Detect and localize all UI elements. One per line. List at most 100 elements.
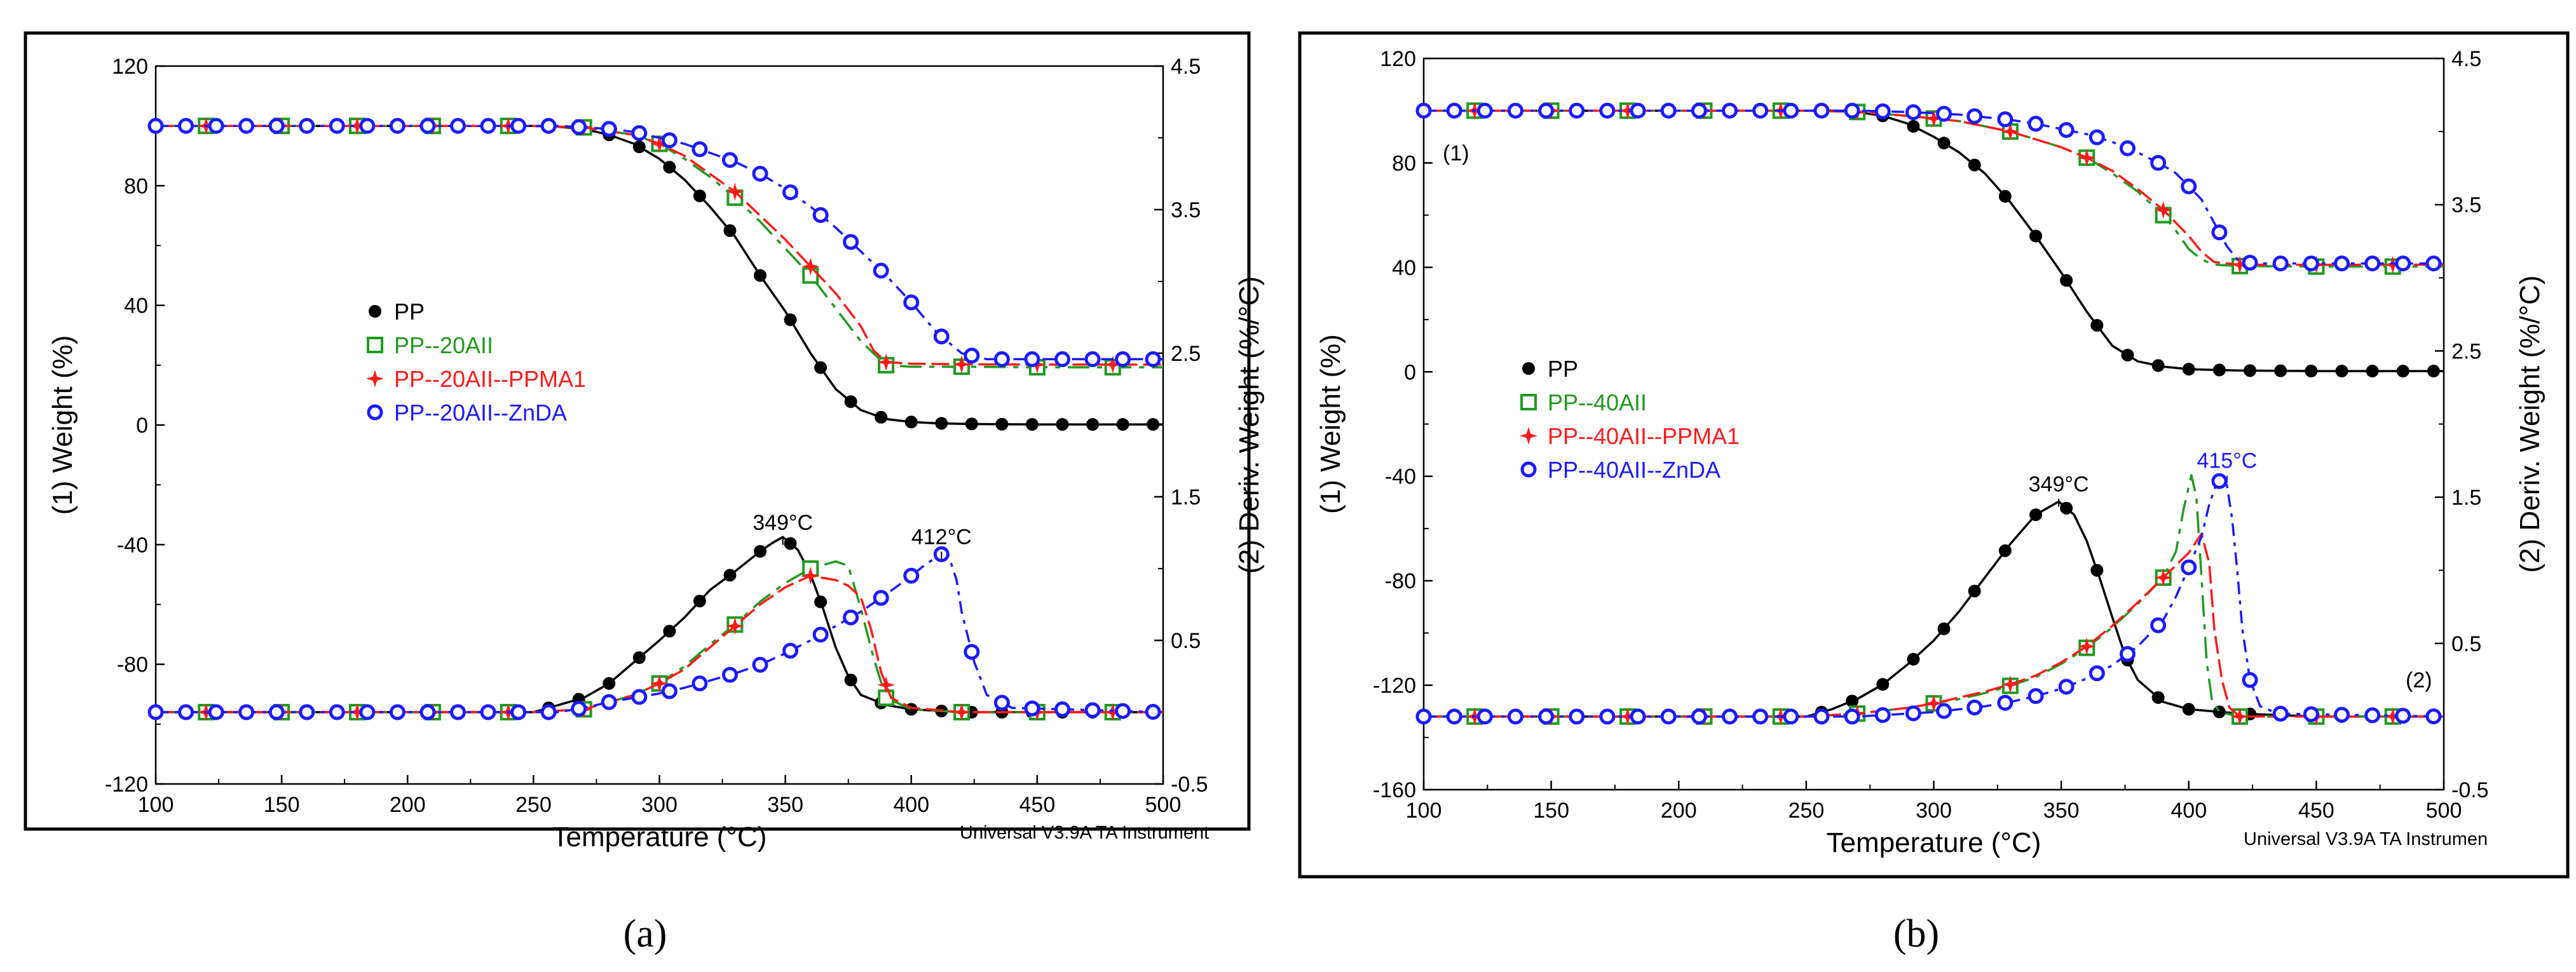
- y2-tick-label: 3.5: [2451, 193, 2481, 217]
- chart-panel-a: 100 150 200 250 300 350 400 450 500 -120 -80 -40 0 40…: [24, 31, 1265, 955]
- data-point-deriv-znda: [359, 704, 376, 720]
- legend-marker-ppma1: [1520, 427, 1537, 445]
- data-point-weight-znda: [1569, 102, 1585, 119]
- data-point-weight-znda: [359, 118, 376, 134]
- data-point-deriv-pp: [754, 544, 767, 558]
- data-point-weight-pp: [1056, 418, 1069, 431]
- x-tick-label: 450: [2298, 799, 2334, 823]
- data-point-deriv-pp: [632, 651, 646, 665]
- data-point-weight-pp: [784, 313, 797, 327]
- data-point-weight-znda: [208, 118, 224, 134]
- data-point-deriv-znda: [540, 704, 557, 720]
- series-line-deriv-ppma1: [1424, 532, 2444, 718]
- data-point-deriv-znda: [873, 590, 889, 606]
- data-point-deriv-ppma1: [801, 567, 820, 585]
- data-point-weight-pp: [2121, 348, 2134, 361]
- data-point-weight-ppma1: [877, 353, 896, 372]
- data-point-deriv-ppma1: [1925, 694, 1943, 713]
- data-point-weight-pp: [1937, 137, 1951, 150]
- panel-frame: [1298, 31, 2570, 879]
- data-point-weight-pp: [995, 417, 1009, 431]
- data-point-weight-znda: [1446, 102, 1462, 119]
- data-point-weight-pp: [2060, 274, 2073, 287]
- data-point-weight-ppma1: [1925, 109, 1943, 128]
- data-point-deriv-ppma1: [2001, 675, 2019, 694]
- panel-caption: (a): [624, 912, 667, 955]
- data-point-deriv-znda: [1145, 704, 1161, 720]
- data-point-weight-znda: [1874, 103, 1891, 119]
- data-point-weight-znda: [571, 119, 587, 135]
- data-point-weight-pp: [2396, 365, 2409, 378]
- y-tick-label: 0: [136, 414, 148, 438]
- data-point-weight-znda: [2119, 140, 2136, 156]
- legend-marker-znda: [1520, 461, 1537, 478]
- data-point-weight-znda: [2058, 122, 2075, 138]
- data-point-deriv-znda: [1844, 708, 1860, 725]
- data-point-weight-znda: [843, 234, 859, 250]
- y-tick-label: -80: [1385, 569, 1416, 593]
- data-point-weight-znda: [1691, 102, 1707, 119]
- data-point-deriv-znda: [1476, 708, 1493, 725]
- data-point-weight-znda: [964, 348, 980, 364]
- data-point-deriv-znda: [1874, 707, 1891, 724]
- data-point-deriv-znda: [1783, 708, 1799, 725]
- y-tick-label: -120: [1373, 674, 1416, 698]
- legend-marker-znda: [367, 404, 383, 421]
- y-tick-label: 80: [124, 174, 148, 198]
- y-tick-label: -160: [1373, 778, 1416, 802]
- data-point-deriv-pp: [2151, 691, 2165, 704]
- data-point-weight-znda: [1844, 102, 1860, 119]
- panel-caption: (b): [1893, 912, 1939, 955]
- legend-label: PP--20AII--ZnDA: [394, 400, 567, 426]
- data-point-weight-znda: [299, 118, 315, 134]
- series-line-weight-znda: [156, 125, 1163, 361]
- data-point-deriv-pp: [2182, 703, 2195, 716]
- data-point-deriv-ppma1: [348, 703, 366, 721]
- data-point-weight-znda: [419, 118, 436, 134]
- data-point-deriv-pp: [2029, 508, 2042, 522]
- data-point-weight-znda: [1722, 102, 1738, 119]
- data-point-weight-znda: [2272, 255, 2289, 272]
- data-point-deriv-ppma1: [1619, 707, 1637, 726]
- data-point-deriv-znda: [631, 689, 648, 705]
- x-tick-label: 150: [264, 793, 300, 817]
- y2-tick-label: 1.5: [2451, 486, 2481, 510]
- data-point-weight-ppma1: [650, 135, 669, 153]
- legend-marker-pp: [369, 305, 381, 318]
- x-tick-label: 250: [515, 793, 552, 817]
- data-point-deriv-znda: [1691, 708, 1707, 725]
- data-point-weight-znda: [1507, 102, 1523, 119]
- data-point-weight-znda: [2364, 255, 2381, 272]
- data-point-weight-znda: [1084, 351, 1101, 367]
- data-point-weight-znda: [2089, 129, 2105, 145]
- data-point-weight-znda: [1024, 351, 1040, 367]
- data-point-weight-znda: [2027, 116, 2044, 132]
- data-point-deriv-znda: [1630, 708, 1646, 725]
- data-point-deriv-znda: [812, 626, 829, 643]
- data-point-deriv-znda: [843, 609, 859, 626]
- data-point-weight-znda: [903, 294, 920, 311]
- y2-axis-title: (2) Deriv. Weight (%/°C): [1234, 276, 1265, 574]
- data-point-weight-ppma1: [726, 182, 744, 201]
- data-point-deriv-pp: [1968, 584, 1981, 598]
- data-point-deriv-znda: [1538, 708, 1555, 725]
- data-point-weight-znda: [812, 206, 829, 223]
- x-tick-label: 300: [1916, 799, 1952, 823]
- data-point-weight-znda: [1966, 108, 1983, 125]
- data-point-weight-znda: [1997, 111, 2014, 128]
- peak-annotation: 415°C: [2197, 449, 2257, 473]
- data-point-weight-znda: [601, 121, 617, 137]
- y-tick-label: -40: [1385, 465, 1416, 489]
- data-point-weight-znda: [268, 118, 285, 134]
- legend: PP PP--20AII PP--20AII--PPMA1 PP--20AII--Zn…: [366, 299, 586, 426]
- legend-label: PP--40AII--PPMA1: [1548, 423, 1740, 449]
- y-tick-label: -80: [117, 653, 148, 677]
- data-point-weight-znda: [721, 152, 738, 168]
- data-point-weight-znda: [1538, 102, 1555, 119]
- data-point-weight-pp: [1116, 418, 1129, 431]
- data-point-weight-pp: [2305, 364, 2318, 377]
- data-point-weight-znda: [2242, 254, 2258, 271]
- data-point-deriv-ppma1: [953, 703, 971, 721]
- legend-marker-ppma1: [366, 370, 384, 388]
